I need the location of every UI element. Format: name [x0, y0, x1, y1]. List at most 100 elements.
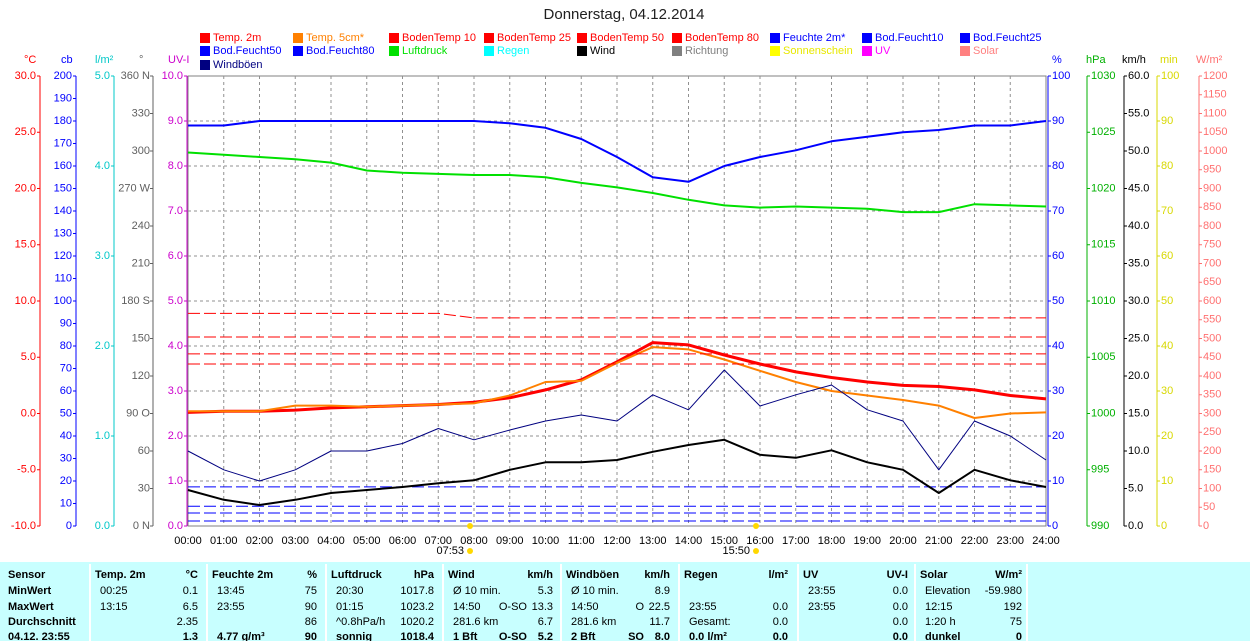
table-header: hPa	[414, 569, 435, 581]
legend-label: BodenTemp 50	[590, 32, 664, 44]
tick-label: 0.0	[21, 407, 36, 419]
tick-label: 750	[1203, 239, 1221, 251]
series-line	[188, 120, 1047, 183]
tick-label: 500	[1203, 332, 1221, 344]
table-cell: 90	[305, 631, 317, 641]
tick-label: 60	[138, 445, 150, 457]
tick-label: 5.0	[21, 351, 36, 363]
legend-label: Regen	[497, 45, 529, 57]
legend-swatch	[577, 33, 587, 43]
table-cell: 281.6 km	[453, 616, 498, 628]
tick-label: 600	[1203, 295, 1221, 307]
table-cell: 1:20 h	[925, 616, 956, 628]
table-cell: Elevation	[925, 585, 970, 597]
tick-label: 4.0	[95, 160, 110, 172]
legend-swatch	[293, 46, 303, 56]
axis-title: min	[1160, 54, 1178, 66]
table-cell: 00:25	[100, 585, 128, 597]
sun-marker	[467, 523, 473, 529]
x-tick-label: 15:00	[710, 535, 738, 547]
x-tick-label: 09:00	[496, 535, 524, 547]
table-cell: 2 Bft	[571, 631, 596, 641]
axis-title: %	[1052, 54, 1062, 66]
x-tick-label: 03:00	[281, 535, 309, 547]
tick-label: 9.0	[168, 115, 183, 127]
tick-label: 6.0	[168, 250, 183, 262]
table-cell: 13:45	[217, 585, 245, 597]
legend-label: BodenTemp 80	[685, 32, 759, 44]
tick-label: 90	[1161, 115, 1173, 127]
tick-label: 1005	[1091, 351, 1115, 363]
table-cell: 23:55	[808, 585, 836, 597]
tick-label: 350	[1203, 389, 1221, 401]
x-tick-label: 23:00	[996, 535, 1024, 547]
tick-label: 200	[1203, 445, 1221, 457]
tick-label: 70	[60, 362, 72, 374]
table-cell: 0.1	[183, 585, 198, 597]
series-line	[188, 346, 1047, 419]
table-cell: 8.0	[655, 631, 670, 641]
legend-swatch	[672, 46, 682, 56]
tick-label: 90	[60, 317, 72, 329]
tick-label: 140	[54, 205, 72, 217]
table-cell: 6.7	[538, 616, 553, 628]
tick-label: -5.0	[17, 464, 36, 476]
tick-label: 20	[1052, 430, 1064, 442]
tick-label: 90 O	[126, 407, 150, 419]
table-cell: 5.2	[538, 631, 553, 641]
tick-label: 50	[1161, 295, 1173, 307]
tick-label: 40	[1052, 340, 1064, 352]
tick-label: 5.0	[95, 70, 110, 82]
tick-label: -10.0	[11, 520, 36, 532]
tick-label: 250	[1203, 426, 1221, 438]
legend-swatch	[577, 46, 587, 56]
x-tick-label: 14:00	[675, 535, 703, 547]
legend-swatch	[200, 60, 210, 70]
tick-label: 0.0	[95, 520, 110, 532]
tick-label: 2.0	[168, 430, 183, 442]
tick-label: 200	[54, 70, 72, 82]
table-header: Sensor	[8, 569, 46, 581]
axis-title: W/m²	[1196, 54, 1223, 66]
table-cell: -59.980	[985, 585, 1022, 597]
tick-label: 100	[1052, 70, 1070, 82]
tick-label: 1.0	[95, 430, 110, 442]
tick-label: 120	[132, 370, 150, 382]
table-header: UV-I	[887, 569, 908, 581]
tick-label: 100	[1161, 70, 1179, 82]
tick-label: 20.0	[15, 182, 36, 194]
table-background	[0, 562, 1250, 641]
x-tick-label: 19:00	[853, 535, 881, 547]
tick-label: 3.0	[95, 250, 110, 262]
tick-label: 700	[1203, 257, 1221, 269]
tick-label: 15.0	[15, 239, 36, 251]
table-cell: 192	[1004, 601, 1022, 613]
tick-label: 50	[1203, 501, 1215, 513]
table-cell: 0.0	[893, 585, 908, 597]
tick-label: 650	[1203, 276, 1221, 288]
tick-label: 30	[138, 482, 150, 494]
table-cell: 14:50	[453, 601, 481, 613]
table-cell: 1020.2	[400, 616, 434, 628]
tick-label: 80	[60, 340, 72, 352]
table-cell: 13:15	[100, 601, 128, 613]
tick-label: 15.0	[1128, 407, 1149, 419]
tick-label: 1150	[1203, 89, 1227, 101]
table-header: l/m²	[768, 569, 788, 581]
tick-label: 180 S	[121, 295, 150, 307]
tick-label: 60.0	[1128, 70, 1149, 82]
table-header: Temp. 2m	[95, 569, 146, 581]
tick-label: 20	[1161, 430, 1173, 442]
tick-label: 30	[1052, 385, 1064, 397]
tick-label: 995	[1091, 464, 1109, 476]
tick-label: 30	[60, 452, 72, 464]
table-cell: 8.9	[655, 585, 670, 597]
x-tick-label: 10:00	[532, 535, 560, 547]
tick-label: 150	[54, 182, 72, 194]
axis-title: km/h	[1122, 54, 1146, 66]
table-cell: sonnig	[336, 631, 372, 641]
tick-label: 60	[60, 385, 72, 397]
tick-label: 60	[1161, 250, 1173, 262]
legend-swatch	[484, 33, 494, 43]
tick-label: 450	[1203, 351, 1221, 363]
